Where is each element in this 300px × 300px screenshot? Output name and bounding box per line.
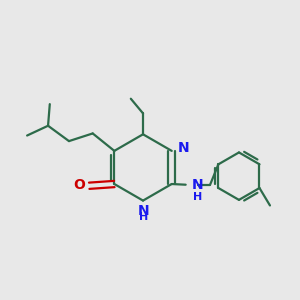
- Text: N: N: [138, 204, 149, 218]
- Text: N: N: [191, 178, 203, 192]
- Text: O: O: [73, 178, 85, 192]
- Text: H: H: [139, 212, 148, 222]
- Text: N: N: [178, 141, 189, 155]
- Text: H: H: [193, 192, 202, 203]
